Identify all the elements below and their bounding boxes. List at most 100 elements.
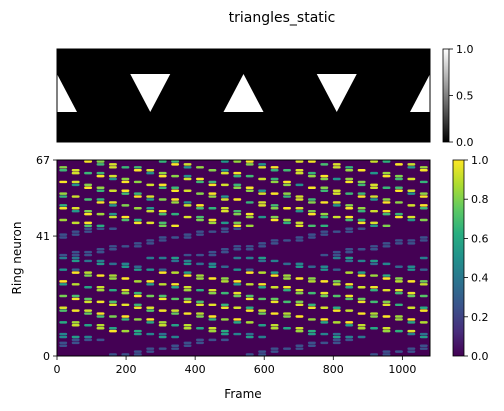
heatmap-cell <box>158 294 167 298</box>
heatmap-cell <box>196 215 204 219</box>
heatmap-cell <box>370 171 379 175</box>
heatmap-cell <box>96 274 105 277</box>
heatmap-cell <box>133 329 142 333</box>
heatmap-cell <box>158 297 167 301</box>
heatmap-cell <box>419 256 428 260</box>
heatmap-cell <box>394 163 403 166</box>
heatmap-cell <box>295 291 304 295</box>
heatmap-cell <box>96 250 105 254</box>
heatmap-cell <box>146 242 155 245</box>
heatmap-cell <box>108 353 117 356</box>
heatmap-cell <box>394 189 403 192</box>
colorbar-tick-label: 0.0 <box>471 350 489 363</box>
heatmap-cell <box>171 259 180 263</box>
heatmap-cell <box>345 283 354 286</box>
heatmap-cell <box>146 239 155 242</box>
heatmap-cell <box>59 169 68 172</box>
heatmap-cell <box>407 291 416 295</box>
heatmap-cell <box>370 245 379 248</box>
heatmap-cell <box>295 171 304 175</box>
heatmap-cell <box>357 259 366 263</box>
heatmap-cell <box>370 315 379 318</box>
heatmap-cell <box>208 326 217 330</box>
heatmap-cell <box>146 195 155 198</box>
heatmap-cell <box>84 309 93 312</box>
x-axis-ticks: 0 200 400 600 800 1000 <box>54 356 416 376</box>
heatmap-cell <box>270 259 279 263</box>
heatmap-cell <box>233 212 242 216</box>
heatmap-cell <box>233 245 242 248</box>
heatmap-cell <box>84 212 93 216</box>
heatmap-cell <box>270 271 279 274</box>
heatmap-cell <box>258 177 267 181</box>
heatmap-cell <box>394 350 403 353</box>
heatmap-cell <box>419 195 428 198</box>
heatmap-cell <box>59 335 68 339</box>
heatmap-cell <box>258 215 267 219</box>
heatmap-cell <box>345 230 354 233</box>
heatmap-cell <box>233 221 242 225</box>
heatmap-cell <box>332 283 341 286</box>
heatmap-cell <box>108 204 117 207</box>
heatmap-cell <box>158 335 167 339</box>
heatmap-cell <box>121 180 130 184</box>
heatmap-cell <box>382 277 391 280</box>
heatmap-cell <box>332 215 341 219</box>
heatmap-cell <box>208 169 217 172</box>
heatmap-cell <box>332 309 341 312</box>
heatmap-cell <box>59 207 68 210</box>
heatmap-cell <box>146 198 155 201</box>
heatmap-cell <box>370 183 379 187</box>
heatmap-cell <box>196 207 204 210</box>
heatmap-cell <box>283 312 291 315</box>
heatmap-cell <box>320 291 329 295</box>
heatmap-cell <box>146 268 155 271</box>
heatmap-cell <box>370 259 379 263</box>
heatmap-cell <box>382 303 391 307</box>
heatmap-cell <box>171 312 180 315</box>
heatmap-cell <box>96 160 105 163</box>
colorbar-tick-label: 0.0 <box>456 136 474 149</box>
heatmap-cell <box>71 183 80 187</box>
heatmap-cell <box>394 215 403 219</box>
heatmap-cell <box>171 212 180 216</box>
heatmap-cell <box>295 300 304 304</box>
heatmap-cell <box>84 338 93 342</box>
heatmap-cell <box>71 230 80 233</box>
heatmap-cell <box>146 283 155 286</box>
heatmap-cell <box>96 247 105 251</box>
heatmap-cell <box>270 286 279 289</box>
heatmap-cell <box>84 274 93 277</box>
x-tick-label: 800 <box>323 363 344 376</box>
heatmap-cell <box>370 198 379 201</box>
heatmap-cell <box>183 236 192 239</box>
heatmap-cell <box>108 300 117 304</box>
heatmap-cell <box>208 277 217 280</box>
heatmap-cell <box>233 291 242 295</box>
heatmap-cell <box>357 335 366 339</box>
heatmap-cell <box>233 174 242 178</box>
colorbar-tick-label: 0.2 <box>471 311 489 324</box>
heatmap-cell <box>96 212 105 216</box>
heatmap-cell <box>382 245 391 248</box>
heatmap-cell <box>295 209 304 213</box>
heatmap-cell <box>394 186 403 190</box>
heatmap-cell <box>258 353 267 356</box>
heatmap-cell <box>245 215 254 219</box>
heatmap-cell <box>307 174 316 178</box>
heatmap-cell <box>332 332 341 336</box>
heatmap-cell <box>96 315 105 318</box>
heatmap-cell <box>84 221 93 225</box>
heatmap-cell <box>332 204 341 207</box>
heatmap-cell <box>307 303 316 307</box>
heatmap-cell <box>407 318 416 321</box>
heatmap-cell <box>233 160 242 163</box>
heatmap-cell <box>245 189 254 192</box>
heatmap-cell <box>158 171 167 175</box>
heatmap-cell <box>382 186 391 190</box>
heatmap-cell <box>196 180 204 184</box>
heatmap-cell <box>270 350 279 353</box>
heatmap-cell <box>71 180 80 184</box>
heatmap-cell <box>345 338 354 342</box>
